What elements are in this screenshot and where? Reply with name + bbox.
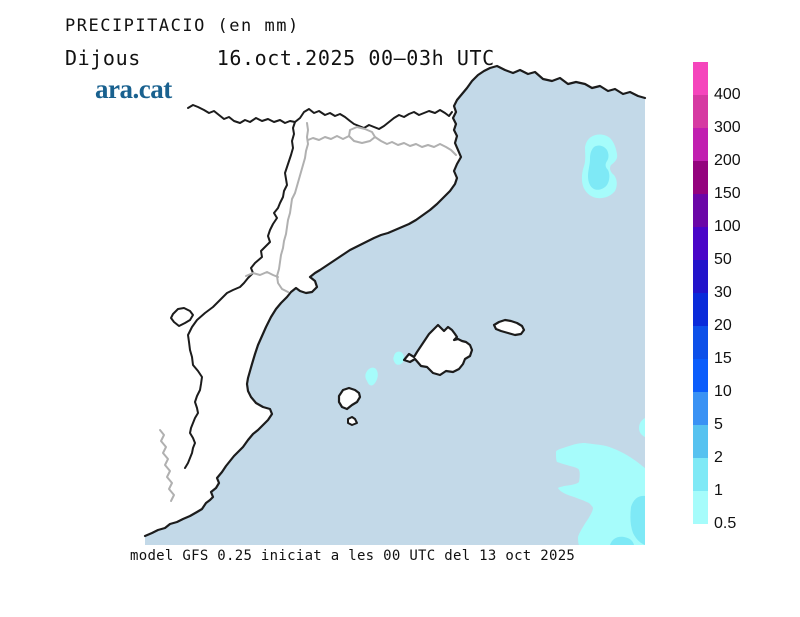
- precip-patch-southeast-inner-bottom: [610, 536, 634, 545]
- precip-patch-right-edge-sliver: [639, 418, 645, 437]
- precip-patch-southeast-outer: [556, 443, 645, 545]
- page-title: PRECIPITACIO (en mm): [65, 16, 300, 36]
- aragon-valencia-border: [184, 121, 296, 469]
- region-border-gray-valencia: [159, 429, 175, 502]
- precip-patch-northeast-inner: [588, 145, 610, 190]
- region-border-gray-west: [276, 122, 309, 293]
- page-subtitle: Dijous 16.oct.2025 00–03h UTC: [65, 46, 495, 70]
- precip-patch-southeast-inner-right: [630, 495, 645, 545]
- precip-patch-near-mallorca: [393, 351, 405, 365]
- mallorca-island: [402, 323, 474, 377]
- region-border-gray-ebro: [245, 271, 279, 278]
- region-border-gray-north-quad: [348, 126, 376, 144]
- region-border-gray-north-west: [307, 135, 350, 141]
- formentera-island: [347, 416, 358, 426]
- sea-area: [145, 66, 645, 545]
- brand-logo: ara.cat: [95, 74, 172, 104]
- ademuz-enclave-outline: [170, 307, 194, 327]
- pyrenees-border: [187, 104, 453, 130]
- menorca-island: [492, 318, 526, 337]
- coastline: [143, 64, 647, 538]
- model-run-caption: model GFS 0.25 iniciat a les 00 UTC del …: [130, 548, 576, 564]
- ibiza-island: [337, 386, 362, 411]
- precip-patch-west-of-mallorca: [365, 367, 378, 386]
- region-border-gray-north-east: [374, 136, 457, 156]
